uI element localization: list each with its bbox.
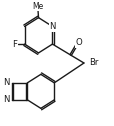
Text: N: N <box>3 78 10 87</box>
Text: O: O <box>75 38 82 47</box>
Text: N: N <box>3 95 10 104</box>
Text: N: N <box>49 22 55 31</box>
Text: F: F <box>13 40 17 49</box>
Text: Br: Br <box>89 58 98 67</box>
Text: Me: Me <box>32 2 43 11</box>
